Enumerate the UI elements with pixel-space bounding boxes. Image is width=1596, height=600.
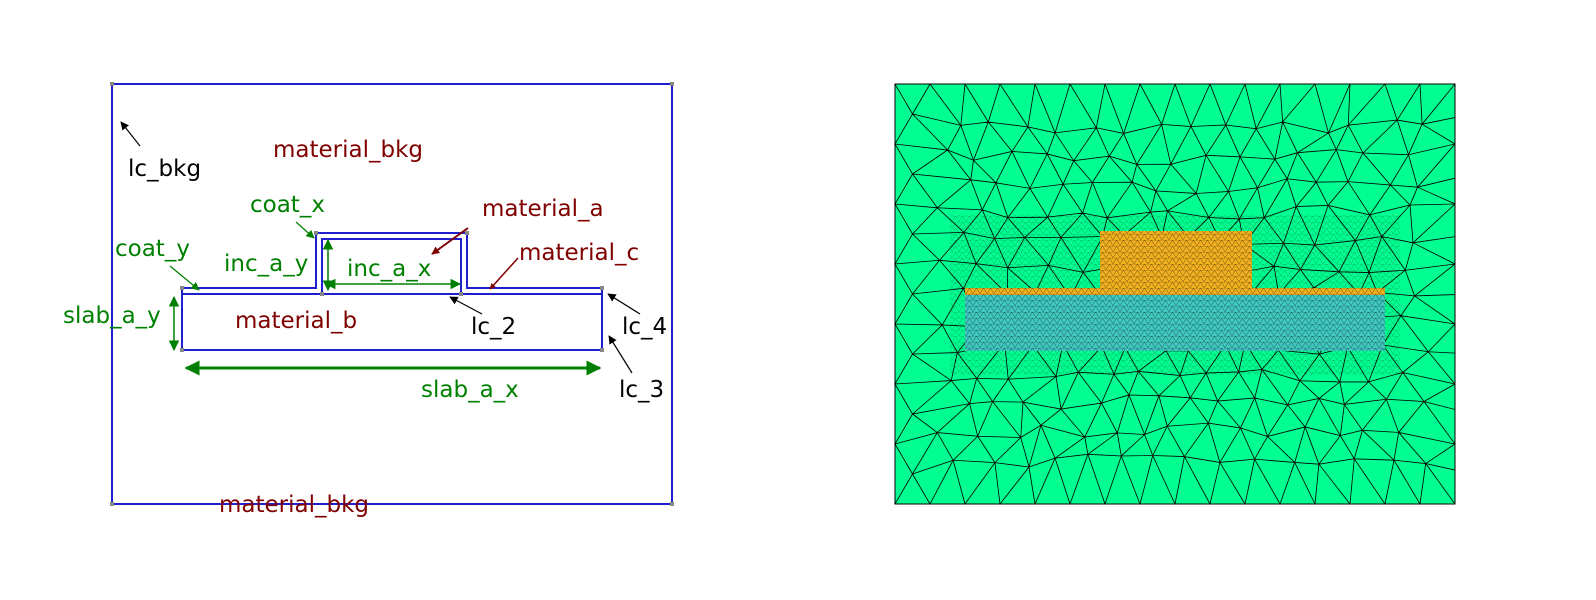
material-a-label: material_a [482, 196, 604, 222]
material-c-label: material_c [519, 240, 639, 266]
slab-a-x-label: slab_a_x [421, 377, 519, 403]
material-c-arrow [489, 257, 519, 290]
lc-3-label: lc_3 [619, 377, 664, 403]
mesh-slab-fine [965, 295, 1385, 351]
schematic-panel: material_bkg material_bkg material_a mat… [63, 82, 674, 518]
lc-bkg-label: lc_bkg [128, 156, 201, 182]
coat-y-label: coat_y [115, 236, 190, 262]
slab-a-y-label: slab_a_y [63, 303, 161, 329]
coat-y-arrow [169, 265, 200, 291]
coat-x-arrow [295, 221, 315, 239]
background-boundary [111, 83, 673, 505]
coat-outline-slab [181, 232, 603, 294]
lc-2-arrow [449, 296, 483, 315]
material-bkg-bottom-label: material_bkg [219, 492, 369, 518]
lc-2-label: lc_2 [471, 314, 516, 340]
lc-3-arrow [608, 335, 633, 374]
material-bkg-top-label: material_bkg [273, 137, 423, 163]
material-b-label: material_b [235, 308, 357, 334]
corner-points [110, 82, 674, 506]
inc-a-x-label: inc_a_x [347, 256, 431, 282]
lc-4-arrow [607, 293, 641, 315]
mesh-boundary [894, 83, 1456, 505]
inc-a-y-label: inc_a_y [224, 251, 308, 277]
coat-x-label: coat_x [250, 192, 325, 218]
lc-bkg-arrow [120, 121, 141, 147]
material-a-arrow [431, 227, 469, 255]
mesh-coating-fine [965, 231, 1385, 295]
lc-4-label: lc_4 [622, 314, 667, 340]
mesh-panel [894, 83, 1456, 505]
slab-outline [181, 293, 603, 351]
inclusion-outline [321, 238, 462, 294]
